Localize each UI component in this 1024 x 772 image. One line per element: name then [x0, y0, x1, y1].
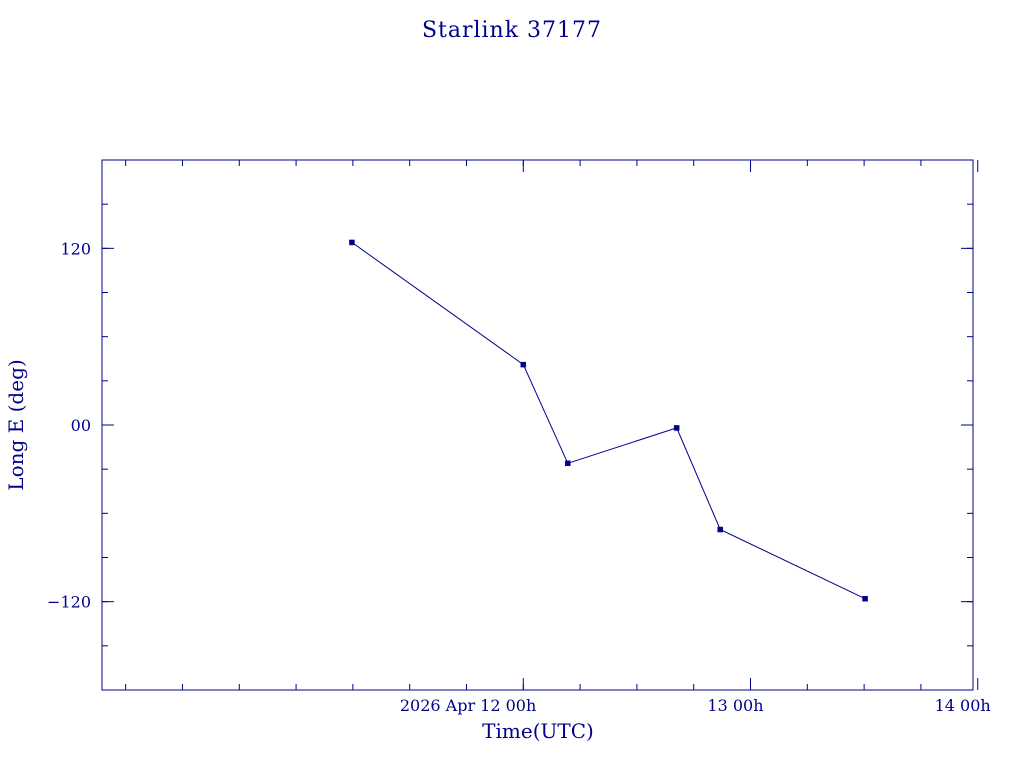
- data-point: [565, 460, 571, 467]
- minor-ticks: [102, 160, 973, 690]
- y-tick-label: 120: [60, 239, 91, 258]
- chart-title: Starlink 37177: [422, 18, 602, 43]
- major-ticks: [102, 160, 979, 690]
- data-point: [862, 595, 868, 602]
- data-point: [717, 526, 723, 533]
- series-layer: [349, 239, 868, 602]
- y-axis-label: Long E (deg): [4, 359, 28, 490]
- x-tick-labels: 2026 Apr 12 00h 13 00h 14 00h: [400, 696, 991, 715]
- x-tick-label: 2026 Apr 12 00h: [400, 696, 536, 715]
- y-tick-labels: 120 00 −120: [47, 239, 91, 611]
- y-tick-label: 00: [71, 416, 91, 435]
- series-line: [351, 241, 866, 600]
- data-point: [673, 425, 680, 431]
- data-point: [349, 239, 355, 246]
- x-tick-label: 13 00h: [707, 696, 763, 715]
- plot-frame: [101, 159, 974, 691]
- x-tick-label: 14 00h: [935, 696, 991, 715]
- y-tick-label: −120: [47, 593, 91, 612]
- data-point: [520, 361, 527, 368]
- x-axis-label: Time(UTC): [482, 719, 594, 743]
